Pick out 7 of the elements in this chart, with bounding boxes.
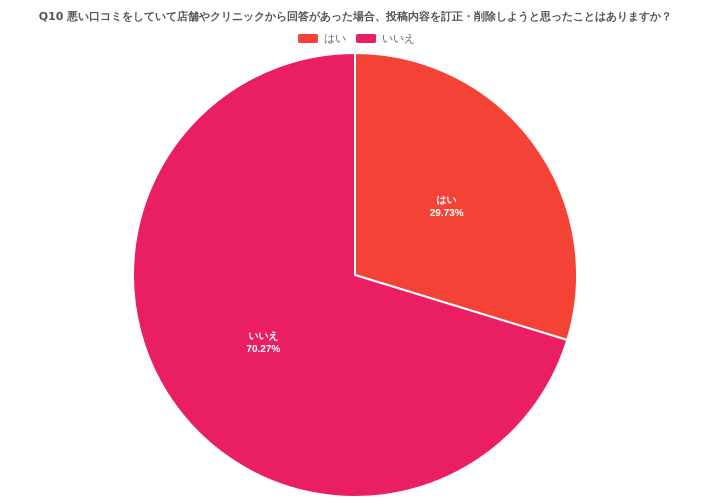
data-label: 29.73%: [430, 208, 464, 220]
legend-label: はい: [324, 32, 346, 45]
slice-label: はい: [436, 195, 457, 206]
data-label: 70.27%: [246, 344, 280, 355]
chart-title: Q10 悪い口コミをしていて店舗やクリニックから回答があった場合、投稿内容を訂正・削除しようと思ったことはありますか？: [38, 10, 672, 23]
slice-label: いいえ: [248, 330, 278, 342]
legend-label: いいえ: [382, 32, 415, 45]
